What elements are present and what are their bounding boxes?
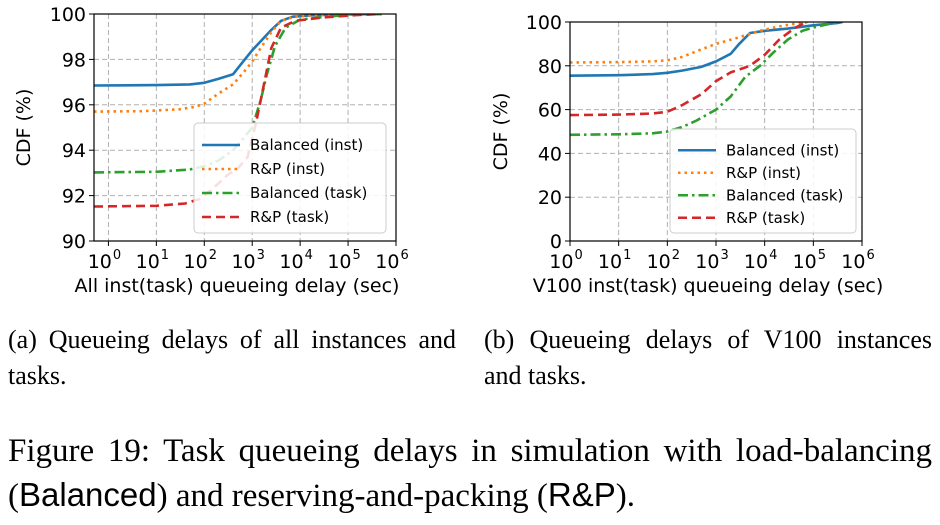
x-tick-label: 103 <box>695 248 728 273</box>
x-tick-exponent: 6 <box>400 248 408 263</box>
x-tick-base: 10 <box>136 251 160 273</box>
x-tick-label: 105 <box>793 248 826 273</box>
x-tick-base: 10 <box>88 251 112 273</box>
y-tick-label: 0 <box>550 231 562 253</box>
legend-label: R&P (inst) <box>726 164 801 182</box>
y-tick-label: 100 <box>50 4 86 26</box>
y-tick-label: 40 <box>538 143 562 165</box>
legend-label: R&P (task) <box>250 208 329 226</box>
caption-balanced: Balanced <box>19 476 157 513</box>
legend-label: Balanced (inst) <box>726 141 839 159</box>
x-tick-base: 10 <box>598 251 622 273</box>
x-tick-exponent: 3 <box>720 248 728 263</box>
x-tick-exponent: 5 <box>353 248 361 263</box>
caption-suffix: ). <box>615 478 635 514</box>
x-axis-label: All inst(task) queueing delay (sec) <box>75 275 400 297</box>
figure-caption: Figure 19: Task queueing delays in simul… <box>8 430 932 518</box>
legend-label: R&P (task) <box>726 209 805 227</box>
x-tick-exponent: 6 <box>866 248 874 263</box>
x-tick-label: 101 <box>598 248 631 273</box>
y-axis-label: CDF (%) <box>13 89 35 167</box>
x-axis-label: V100 inst(task) queueing delay (sec) <box>533 275 884 297</box>
x-tick-base: 10 <box>549 251 573 273</box>
caption-middle: ) and reserving-and-packing ( <box>156 478 548 514</box>
series-line-2 <box>94 14 371 113</box>
x-tick-base: 10 <box>647 251 671 273</box>
x-tick-base: 10 <box>695 251 719 273</box>
series-line-1 <box>570 22 843 77</box>
y-tick-label: 94 <box>62 140 86 162</box>
series-line-2 <box>570 22 809 64</box>
subcaption-a: (a) Queueing delays of all instances and… <box>8 325 456 390</box>
caption-prefix: Figure 19: Task queueing delays in simul… <box>8 433 932 514</box>
y-tick-label: 60 <box>538 100 562 122</box>
x-tick-label: 106 <box>841 248 874 273</box>
x-tick-label: 104 <box>744 248 777 273</box>
y-tick-label: 92 <box>62 186 86 208</box>
y-axis-label: CDF (%) <box>490 93 512 171</box>
legend-box <box>193 122 387 234</box>
legend-label: Balanced (inst) <box>250 136 363 154</box>
caption-rp: R&P <box>547 476 616 513</box>
plot-frame <box>93 13 397 242</box>
y-tick-label: 80 <box>538 56 562 78</box>
x-tick-base: 10 <box>841 251 865 273</box>
y-tick-label: 98 <box>62 49 86 71</box>
x-tick-label: 101 <box>136 248 169 273</box>
x-tick-label: 103 <box>231 248 264 273</box>
legend-box <box>669 128 857 234</box>
x-tick-label: 102 <box>184 248 217 273</box>
x-tick-exponent: 4 <box>769 248 777 263</box>
y-tick-label: 100 <box>526 12 562 34</box>
legend-label: Balanced (task) <box>250 184 367 202</box>
x-tick-exponent: 1 <box>161 248 169 263</box>
x-tick-exponent: 2 <box>209 248 217 263</box>
series-line-4 <box>570 22 807 117</box>
series-group <box>570 22 843 137</box>
x-tick-label: 100 <box>88 248 121 273</box>
y-tick-label: 20 <box>538 187 562 209</box>
x-tick-label: 106 <box>375 248 408 273</box>
x-tick-exponent: 0 <box>113 248 121 263</box>
legend: Balanced (inst) R&P (inst) Balanced (task)… <box>669 128 857 234</box>
x-tick-label: 105 <box>327 248 360 273</box>
x-tick-label: 102 <box>647 248 680 273</box>
legend: Balanced (inst) R&P (inst) Balanced (task)… <box>193 122 387 234</box>
x-tick-base: 10 <box>231 251 255 273</box>
series-line-3 <box>570 22 837 137</box>
series-line-1 <box>94 14 382 87</box>
legend-label: R&P (inst) <box>250 160 325 178</box>
x-tick-exponent: 0 <box>574 248 582 263</box>
x-tick-base: 10 <box>327 251 351 273</box>
x-tick-exponent: 3 <box>257 248 265 263</box>
x-tick-base: 10 <box>793 251 817 273</box>
x-tick-exponent: 4 <box>305 248 313 263</box>
x-tick-base: 10 <box>744 251 768 273</box>
x-tick-label: 104 <box>279 248 312 273</box>
x-tick-exponent: 1 <box>623 248 631 263</box>
x-tick-base: 10 <box>184 251 208 273</box>
x-tick-exponent: 2 <box>672 248 680 263</box>
x-tick-base: 10 <box>279 251 303 273</box>
legend-label: Balanced (task) <box>726 186 843 204</box>
y-tick-label: 96 <box>62 95 86 117</box>
x-tick-label: 100 <box>549 248 582 273</box>
subcaption-b: (b) Queueing delays of V100 instances an… <box>484 325 932 390</box>
y-tick-label: 90 <box>62 231 86 253</box>
x-tick-exponent: 5 <box>818 248 826 263</box>
x-tick-base: 10 <box>375 251 399 273</box>
